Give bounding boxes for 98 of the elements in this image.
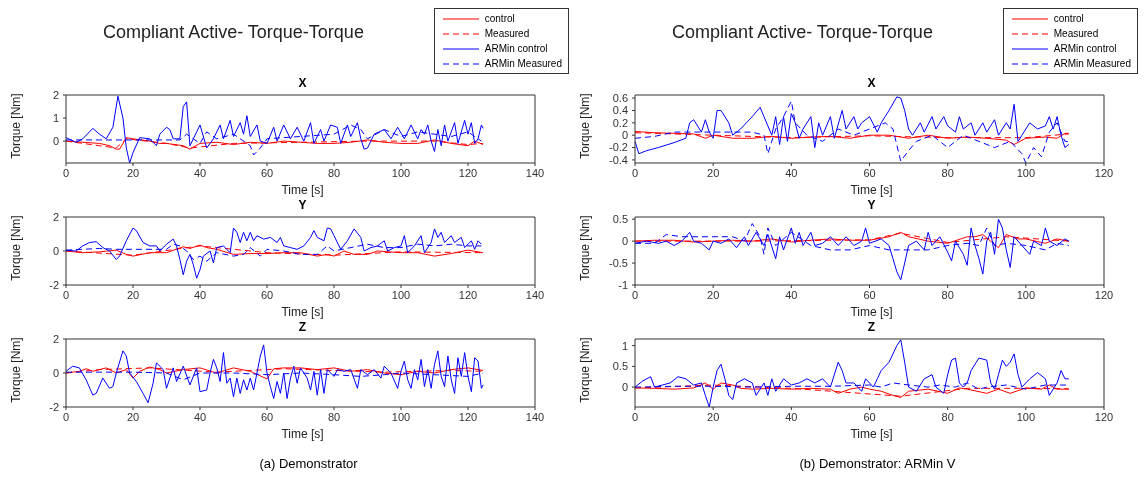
legend-label: control	[484, 13, 515, 24]
y-axis-title: Torque [Nm]	[578, 93, 593, 159]
x-tick-label: 40	[193, 166, 207, 179]
y-tick-label: 2	[52, 332, 59, 345]
x-tick-label: 80	[327, 166, 341, 179]
x-tick-label: 0	[631, 166, 639, 179]
legend-label: Measured	[484, 28, 530, 39]
chart-subtitle: Y	[866, 198, 877, 213]
x-tick-label: 100	[391, 410, 411, 423]
y-axis-title: Torque [Nm]	[578, 215, 593, 281]
y-tick-label: 1	[52, 111, 59, 124]
y-tick-label: 0.5	[612, 213, 628, 226]
legend-label: ARMin control	[1053, 43, 1117, 54]
y-tick-label: 2	[52, 210, 59, 223]
x-tick-label: 0	[631, 288, 639, 301]
y-axis-title: Torque [Nm]	[9, 215, 24, 281]
x-tick-label: 60	[863, 410, 876, 423]
x-tick-label: 140	[525, 288, 545, 301]
x-tick-label: 80	[327, 288, 341, 301]
x-tick-label: 40	[193, 288, 207, 301]
y-tick-label: -2	[49, 400, 59, 413]
x-tick-label: 120	[458, 410, 478, 423]
legend-label: ARMin Measured	[1053, 58, 1131, 69]
chart-title: Compliant Active- Torque-Torque	[102, 22, 365, 43]
x-axis-title: Time [s]	[849, 427, 894, 442]
x-tick-label: 20	[707, 288, 720, 301]
x-tick-label: 120	[1094, 288, 1114, 301]
text: (b) Demonstrator: ARMin V	[798, 456, 957, 471]
x-tick-label: 100	[391, 288, 411, 301]
x-tick-label: 0	[631, 410, 639, 423]
y-axis-title: Torque [Nm]	[578, 337, 593, 403]
y-tick-label: 2	[52, 88, 59, 101]
legend-label: Measured	[1053, 28, 1099, 39]
x-tick-label: 40	[785, 410, 798, 423]
y-tick-label: 0.4	[612, 104, 628, 117]
y-axis-title: Torque [Nm]	[9, 337, 24, 403]
x-tick-label: 140	[525, 410, 545, 423]
legend-label: ARMin Measured	[484, 58, 562, 69]
x-tick-label: 20	[126, 166, 140, 179]
x-tick-label: 100	[1016, 288, 1036, 301]
x-tick-label: 40	[785, 166, 798, 179]
y-tick-label: 0	[52, 244, 59, 257]
y-axis-title: Torque [Nm]	[9, 93, 24, 159]
x-tick-label: 40	[785, 288, 798, 301]
y-tick-label: -1	[618, 278, 628, 291]
legend-label: ARMin control	[484, 43, 548, 54]
x-axis-title: Time [s]	[280, 183, 325, 198]
x-tick-label: 40	[193, 410, 207, 423]
line-series	[635, 100, 1070, 163]
x-tick-label: 20	[707, 166, 720, 179]
x-tick-label: 100	[1016, 410, 1036, 423]
chart-subtitle: X	[866, 76, 877, 91]
x-tick-label: 120	[1094, 166, 1114, 179]
y-tick-label: 1	[621, 339, 628, 352]
x-tick-label: 0	[62, 288, 70, 301]
x-tick-label: 100	[1016, 166, 1036, 179]
y-tick-label: 0.5	[612, 360, 628, 373]
chart-subtitle: Y	[298, 198, 307, 212]
y-tick-label: 0	[621, 381, 628, 393]
y-tick-label: 0	[621, 129, 628, 142]
x-axis-title: Time [s]	[849, 183, 894, 198]
x-tick-label: 0	[62, 410, 70, 423]
x-axis-title: Time [s]	[849, 305, 894, 320]
y-tick-label: 0	[52, 366, 59, 379]
x-tick-label: 80	[327, 410, 341, 423]
y-tick-label: 0	[52, 135, 59, 148]
chart-subtitle: Z	[866, 320, 877, 335]
x-tick-label: 100	[391, 166, 411, 179]
x-tick-label: 60	[260, 166, 274, 179]
chart-title: Compliant Active- Torque-Torque	[671, 22, 934, 43]
x-tick-label: 120	[458, 288, 478, 301]
x-axis-title: Time [s]	[280, 305, 325, 320]
x-tick-label: 20	[126, 410, 140, 423]
y-tick-label: 0	[621, 235, 628, 248]
x-tick-label: 20	[126, 288, 140, 301]
x-tick-label: 140	[525, 166, 545, 179]
x-tick-label: 20	[707, 410, 720, 423]
x-tick-label: 120	[458, 166, 478, 179]
y-tick-label: -0.2	[609, 141, 628, 154]
x-tick-label: 0	[62, 166, 70, 179]
y-tick-label: -2	[49, 278, 59, 291]
x-axis-title: Time [s]	[280, 427, 325, 442]
chart-subtitle: X	[298, 76, 307, 90]
x-tick-label: 60	[260, 288, 274, 301]
text: (a) Demonstrator	[258, 456, 359, 471]
y-tick-label: -0.4	[609, 153, 628, 166]
x-tick-label: 80	[941, 410, 954, 423]
y-tick-label: 0.6	[612, 92, 628, 104]
x-tick-label: 80	[941, 288, 954, 301]
x-tick-label: 60	[863, 166, 876, 179]
x-tick-label: 60	[260, 410, 274, 423]
chart-subtitle: Z	[298, 320, 307, 334]
legend-label: control	[1053, 13, 1084, 24]
x-tick-label: 80	[941, 166, 954, 179]
y-tick-label: 0.2	[612, 116, 628, 129]
x-tick-label: 120	[1094, 410, 1114, 423]
y-tick-label: -0.5	[609, 256, 628, 269]
x-tick-label: 60	[863, 288, 876, 301]
